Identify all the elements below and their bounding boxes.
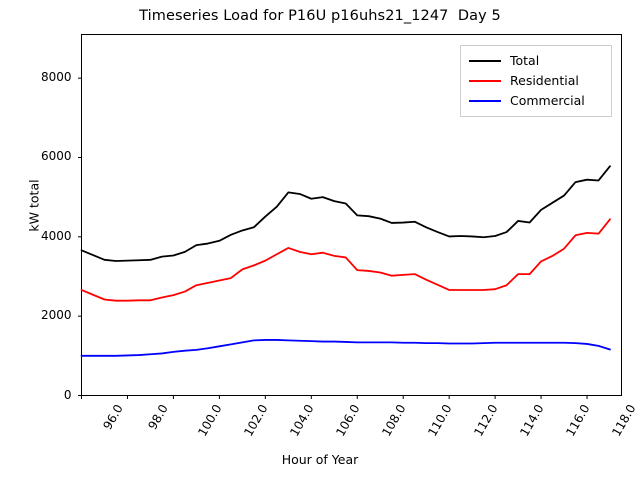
y-tick-label: 4000 (40, 228, 72, 243)
legend-swatch-total (469, 60, 501, 62)
chart-legend: Total Residential Commercial (460, 45, 612, 117)
y-tick-marks (78, 77, 82, 396)
chart-title: Timeseries Load for P16U p16uhs21_1247 D… (139, 8, 501, 24)
legend-item[interactable]: Commercial (467, 91, 605, 111)
series-lines (80, 165, 611, 357)
legend-item[interactable]: Residential (467, 71, 605, 91)
y-tick-label: 2000 (40, 308, 72, 323)
y-tick-label: 0 (63, 387, 72, 402)
legend-label-commercial: Commercial (510, 92, 585, 108)
x-tick-marks (81, 395, 588, 399)
x-axis-label: Hour of Year (281, 452, 359, 467)
series-line-residential (80, 218, 611, 302)
legend-label-total: Total (510, 52, 540, 68)
legend-swatch-commercial (469, 100, 501, 102)
series-line-commercial (80, 339, 611, 357)
plot-frame (81, 34, 622, 396)
legend-label-residential: Residential (510, 72, 579, 88)
y-tick-label: 8000 (40, 70, 72, 85)
legend-item[interactable]: Total (467, 51, 605, 71)
y-tick-label: 6000 (40, 149, 72, 164)
series-line-total (80, 165, 611, 262)
legend-swatch-residential (469, 80, 501, 82)
